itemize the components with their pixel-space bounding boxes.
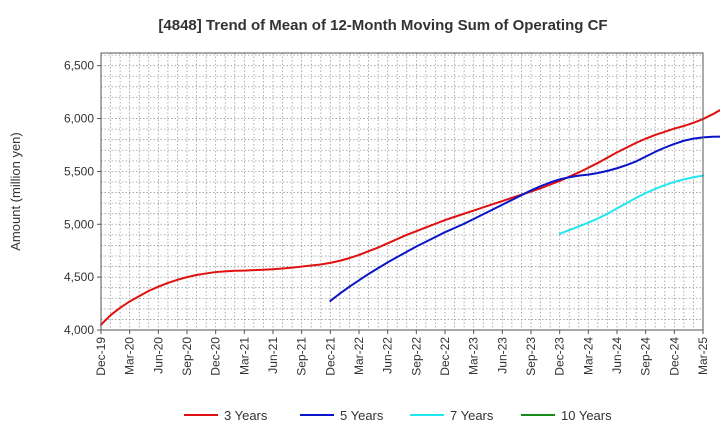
- x-tick-label: Dec-21: [323, 337, 337, 376]
- x-tick-label: Sep-23: [524, 337, 538, 376]
- y-tick-label: 5,500: [64, 164, 94, 178]
- x-tick-label: Sep-20: [180, 337, 194, 376]
- legend-label-7-years: 7 Years: [450, 408, 494, 423]
- x-tick-label: Jun-23: [495, 337, 509, 374]
- x-tick-label: Mar-25: [696, 337, 710, 375]
- y-axis: 4,000 4,500 5,000 5,500 6,000 6,500: [64, 59, 101, 337]
- plot-frame: [100, 52, 704, 331]
- x-tick-label: Mar-20: [123, 337, 137, 375]
- series-line-3-years: [100, 109, 720, 326]
- grid-lines: [100, 53, 704, 331]
- legend-label-5-years: 5 Years: [340, 408, 384, 423]
- series-lines: [100, 109, 720, 326]
- series-line-7-years: [558, 174, 704, 235]
- x-tick-label: Sep-22: [409, 337, 423, 376]
- x-tick-label: Jun-24: [610, 337, 624, 374]
- x-tick-label: Mar-21: [237, 337, 251, 375]
- x-tick-label: Mar-22: [352, 337, 366, 375]
- legend-label-10-years: 10 Years: [561, 408, 612, 423]
- x-tick-label: Jun-20: [151, 337, 165, 374]
- x-tick-label: Dec-23: [553, 337, 567, 376]
- y-tick-label: 6,500: [64, 59, 94, 73]
- x-tick-label: Dec-22: [438, 337, 452, 376]
- y-tick-label: 6,000: [64, 112, 94, 126]
- x-tick-label: Dec-20: [209, 337, 223, 376]
- chart-title: [4848] Trend of Mean of 12-Month Moving …: [158, 17, 607, 34]
- y-axis-label: Amount (million yen): [8, 132, 23, 251]
- x-tick-label: Jun-21: [266, 337, 280, 374]
- y-tick-label: 5,000: [64, 217, 94, 231]
- x-tick-label: Mar-24: [581, 337, 595, 375]
- legend: 3 Years 5 Years 7 Years 10 Years: [184, 408, 612, 423]
- x-tick-label: Dec-19: [94, 337, 108, 376]
- x-tick-label: Sep-21: [295, 337, 309, 376]
- x-tick-label: Dec-24: [667, 337, 681, 376]
- y-tick-label: 4,500: [64, 270, 94, 284]
- x-axis: Dec-19 Mar-20 Jun-20 Sep-20 Dec-20 Mar-21 Jun-…: [94, 330, 710, 376]
- y-tick-label: 4,000: [64, 323, 94, 337]
- x-tick-label: Jun-22: [381, 337, 395, 374]
- x-tick-label: Mar-23: [467, 337, 481, 375]
- series-line-5-years: [329, 135, 720, 302]
- legend-label-3-years: 3 Years: [224, 408, 268, 423]
- x-tick-label: Sep-24: [639, 337, 653, 376]
